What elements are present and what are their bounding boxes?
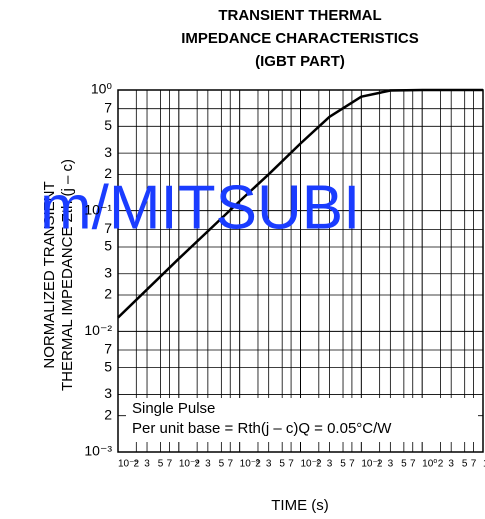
x-tick-label: 10¹ [483,459,485,470]
chart-title: TRANSIENT THERMAL [218,7,381,24]
y-tick-label: 7 [104,99,112,115]
y-tick-label: 7 [104,220,112,236]
x-tick-label: 7 [471,459,477,470]
x-tick-label: 2 [134,459,140,470]
x-tick-label: 7 [288,459,294,470]
x-tick-label: 5 [279,459,285,470]
x-tick-label: 10⁻¹ [361,459,381,470]
y-axis-label: THERMAL IMPEDANCE Zth (j – c) [59,159,76,391]
plot-frame [117,89,484,453]
y-tick-label: 3 [104,264,112,280]
y-tick-label: 7 [104,341,112,357]
x-tick-label: 2 [438,459,444,470]
y-tick-label: 2 [104,286,112,302]
x-tick-label: 10⁻⁴ [179,459,200,470]
x-tick-label: 2 [316,459,322,470]
y-tick-label: 3 [104,144,112,160]
x-tick-label: 2 [255,459,261,470]
annotation-box [126,398,478,442]
x-tick-label: 3 [327,459,333,470]
x-tick-label: 3 [266,459,272,470]
y-tick-label: 3 [104,385,112,401]
y-tick-label: 5 [104,238,112,254]
x-tick-label: 2 [377,459,383,470]
annotation: Single Pulse [132,400,215,417]
x-tick-label: 3 [448,459,454,470]
x-tick-label: 10⁻² [301,459,321,470]
x-tick-label: 5 [158,459,164,470]
chart-title: IMPEDANCE CHARACTERISTICS [181,30,419,47]
x-tick-label: 5 [340,459,346,470]
x-tick-label: 10⁰ [422,459,437,470]
x-tick-label: 10⁻⁵ [118,459,139,470]
y-tick-label: 2 [104,165,112,181]
x-tick-label: 7 [410,459,416,470]
annotation: Per unit base = Rth(j – c)Q = 0.05°C/W [132,420,392,437]
x-tick-label: 10⁻³ [240,459,260,470]
x-tick-label: 5 [219,459,225,470]
y-tick-label: 10⁻² [84,322,112,338]
y-tick-label: 10⁻³ [84,443,112,459]
x-tick-label: 3 [205,459,211,470]
chart-title: (IGBT PART) [255,53,345,70]
watermark: m/MITSUBI [40,173,360,242]
y-axis-label: NORMALIZED TRANSIENT [41,181,58,368]
y-tick-label: 5 [104,358,112,374]
x-tick-label: 5 [401,459,407,470]
y-tick-label: 10⁰ [91,81,113,97]
x-tick-label: 7 [227,459,233,470]
x-axis-label: TIME (s) [271,497,329,514]
y-tick-label: 5 [104,117,112,133]
x-tick-label: 7 [349,459,355,470]
x-tick-label: 3 [144,459,150,470]
y-tick-label: 2 [104,406,112,422]
x-tick-label: 7 [167,459,173,470]
x-tick-label: 3 [388,459,394,470]
x-tick-label: 2 [194,459,200,470]
y-tick-label: 10⁻¹ [84,201,112,217]
x-tick-label: 5 [462,459,468,470]
